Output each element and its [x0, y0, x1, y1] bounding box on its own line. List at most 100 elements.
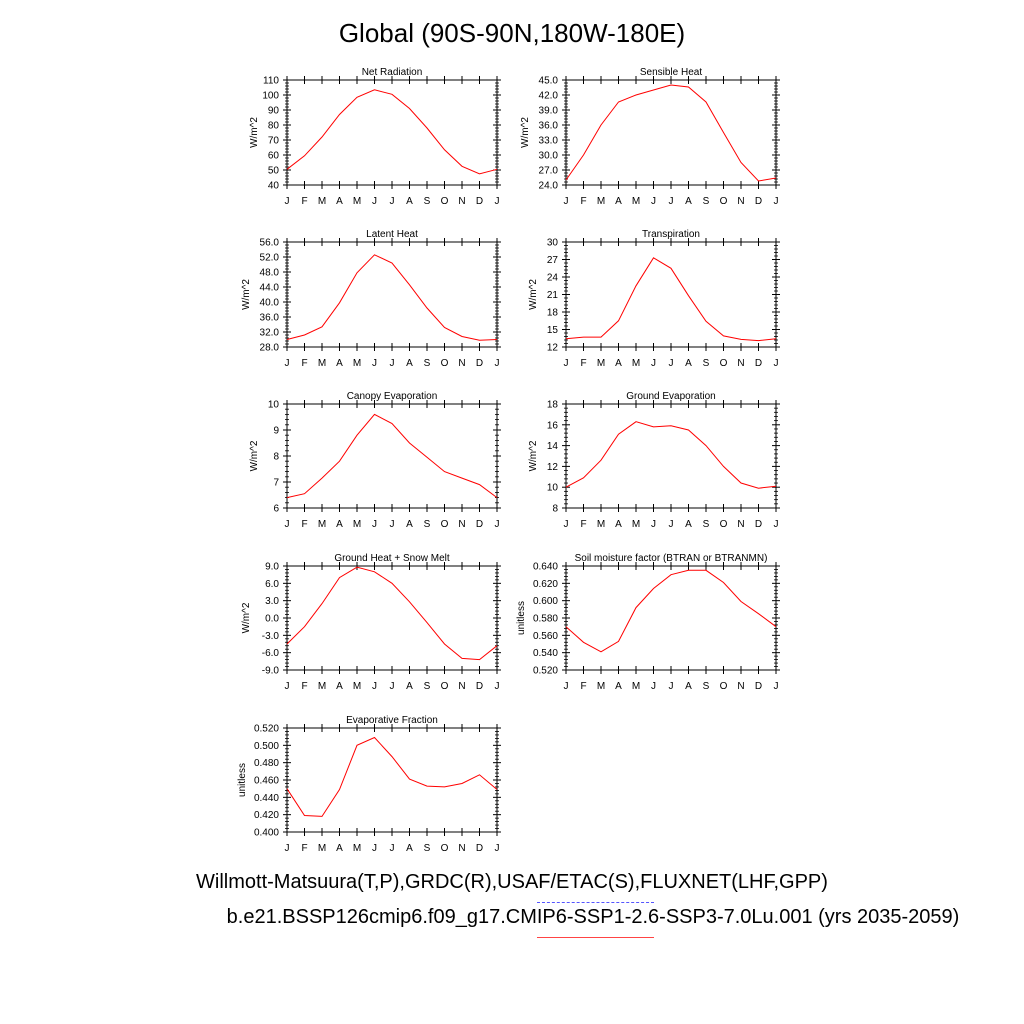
y-tick-label: 36.0 [539, 121, 559, 132]
x-tick-label: A [615, 681, 622, 692]
figure-title: Global (90S-90N,180W-180E) [338, 18, 686, 48]
x-tick-label: N [458, 196, 465, 207]
data-line [565, 421, 777, 489]
x-tick-label: D [755, 358, 762, 369]
x-tick-label: A [685, 681, 692, 692]
y-tick-label: 45.0 [539, 76, 559, 87]
x-tick-label: J [285, 519, 290, 530]
plot-frame [565, 241, 777, 348]
x-tick-label: D [755, 681, 762, 692]
x-tick-label: N [737, 519, 744, 530]
y-tick-label: 0.480 [254, 758, 279, 769]
y-axis-label: unitless [516, 601, 527, 635]
y-tick-label: 27 [547, 255, 559, 266]
y-tick-label: 36.0 [260, 313, 280, 324]
y-tick-label: 14 [547, 441, 559, 452]
x-tick-label: M [318, 358, 326, 369]
y-axis-label: W/m^2 [520, 117, 531, 148]
y-tick-label: 40.0 [260, 298, 280, 309]
x-tick-label: J [564, 681, 569, 692]
x-tick-label: J [285, 358, 290, 369]
x-tick-label: M [632, 358, 640, 369]
y-tick-label: 0.400 [254, 828, 279, 839]
x-tick-label: M [318, 681, 326, 692]
y-tick-label: 52.0 [260, 253, 280, 264]
x-tick-label: A [336, 196, 343, 207]
y-axis-label: W/m^2 [528, 440, 539, 471]
x-tick-label: J [651, 681, 656, 692]
x-tick-label: J [669, 196, 674, 207]
x-tick-label: J [390, 358, 395, 369]
x-tick-label: M [353, 681, 361, 692]
x-tick-label: F [580, 358, 586, 369]
x-tick-label: J [564, 519, 569, 530]
observations-legend-label: Willmott-Matsuura(T,P),GRDC(R),USAF/ETAC… [196, 871, 828, 893]
x-tick-label: O [441, 681, 449, 692]
y-tick-label: 0.520 [533, 666, 558, 677]
x-tick-label: S [424, 843, 431, 854]
y-tick-label: 24 [547, 273, 559, 284]
x-tick-label: J [669, 358, 674, 369]
y-tick-label: -9.0 [262, 666, 280, 677]
x-tick-label: A [336, 843, 343, 854]
x-tick-label: O [720, 358, 728, 369]
x-tick-label: J [774, 358, 779, 369]
x-tick-label: J [372, 519, 377, 530]
y-tick-label: 9.0 [265, 562, 279, 573]
x-tick-label: D [476, 196, 483, 207]
x-tick-label: J [495, 681, 500, 692]
y-tick-label: 9 [273, 426, 279, 437]
plot-frame [565, 403, 777, 509]
data-line [286, 89, 498, 175]
y-axis-label: W/m^2 [249, 440, 260, 471]
plot-frame [286, 403, 498, 509]
y-tick-label: 0.0 [265, 614, 279, 625]
x-tick-label: J [372, 196, 377, 207]
y-tick-label: 6.0 [265, 579, 279, 590]
x-tick-label: N [737, 196, 744, 207]
y-tick-label: 30.0 [539, 151, 559, 162]
x-tick-label: S [703, 196, 710, 207]
x-tick-label: N [458, 519, 465, 530]
y-tick-label: 0.560 [533, 631, 558, 642]
y-tick-label: 56.0 [260, 238, 280, 249]
x-tick-label: J [285, 843, 290, 854]
x-tick-label: A [336, 519, 343, 530]
y-tick-label: 70 [268, 136, 280, 147]
y-tick-label: 27.0 [539, 166, 559, 177]
x-tick-label: A [406, 681, 413, 692]
x-tick-label: D [476, 681, 483, 692]
x-tick-label: J [372, 681, 377, 692]
y-tick-label: 24.0 [539, 181, 559, 192]
data-line [286, 736, 498, 817]
x-tick-label: S [424, 519, 431, 530]
y-tick-label: 30 [547, 238, 559, 249]
x-tick-label: M [353, 196, 361, 207]
x-tick-label: J [651, 196, 656, 207]
x-tick-label: D [755, 196, 762, 207]
y-tick-label: 60 [268, 151, 280, 162]
x-tick-label: M [353, 519, 361, 530]
x-tick-label: M [318, 196, 326, 207]
y-tick-label: -3.0 [262, 631, 280, 642]
x-tick-label: A [336, 681, 343, 692]
panel-9: Evaporative Fraction 0.400 0.420 0.440 0.460… [237, 715, 501, 854]
panel-title: Sensible Heat [640, 67, 702, 78]
y-tick-label: 44.0 [260, 283, 280, 294]
x-tick-label: O [720, 196, 728, 207]
x-tick-label: M [353, 843, 361, 854]
y-tick-label: 33.0 [539, 136, 559, 147]
x-tick-label: N [458, 681, 465, 692]
x-tick-label: M [632, 196, 640, 207]
y-tick-label: 10 [547, 483, 559, 494]
x-tick-label: J [285, 196, 290, 207]
x-tick-label: A [406, 358, 413, 369]
y-tick-label: 110 [263, 76, 279, 87]
x-tick-label: A [406, 519, 413, 530]
x-tick-label: J [651, 519, 656, 530]
x-tick-label: F [580, 519, 586, 530]
x-tick-label: N [737, 358, 744, 369]
x-tick-label: N [737, 681, 744, 692]
